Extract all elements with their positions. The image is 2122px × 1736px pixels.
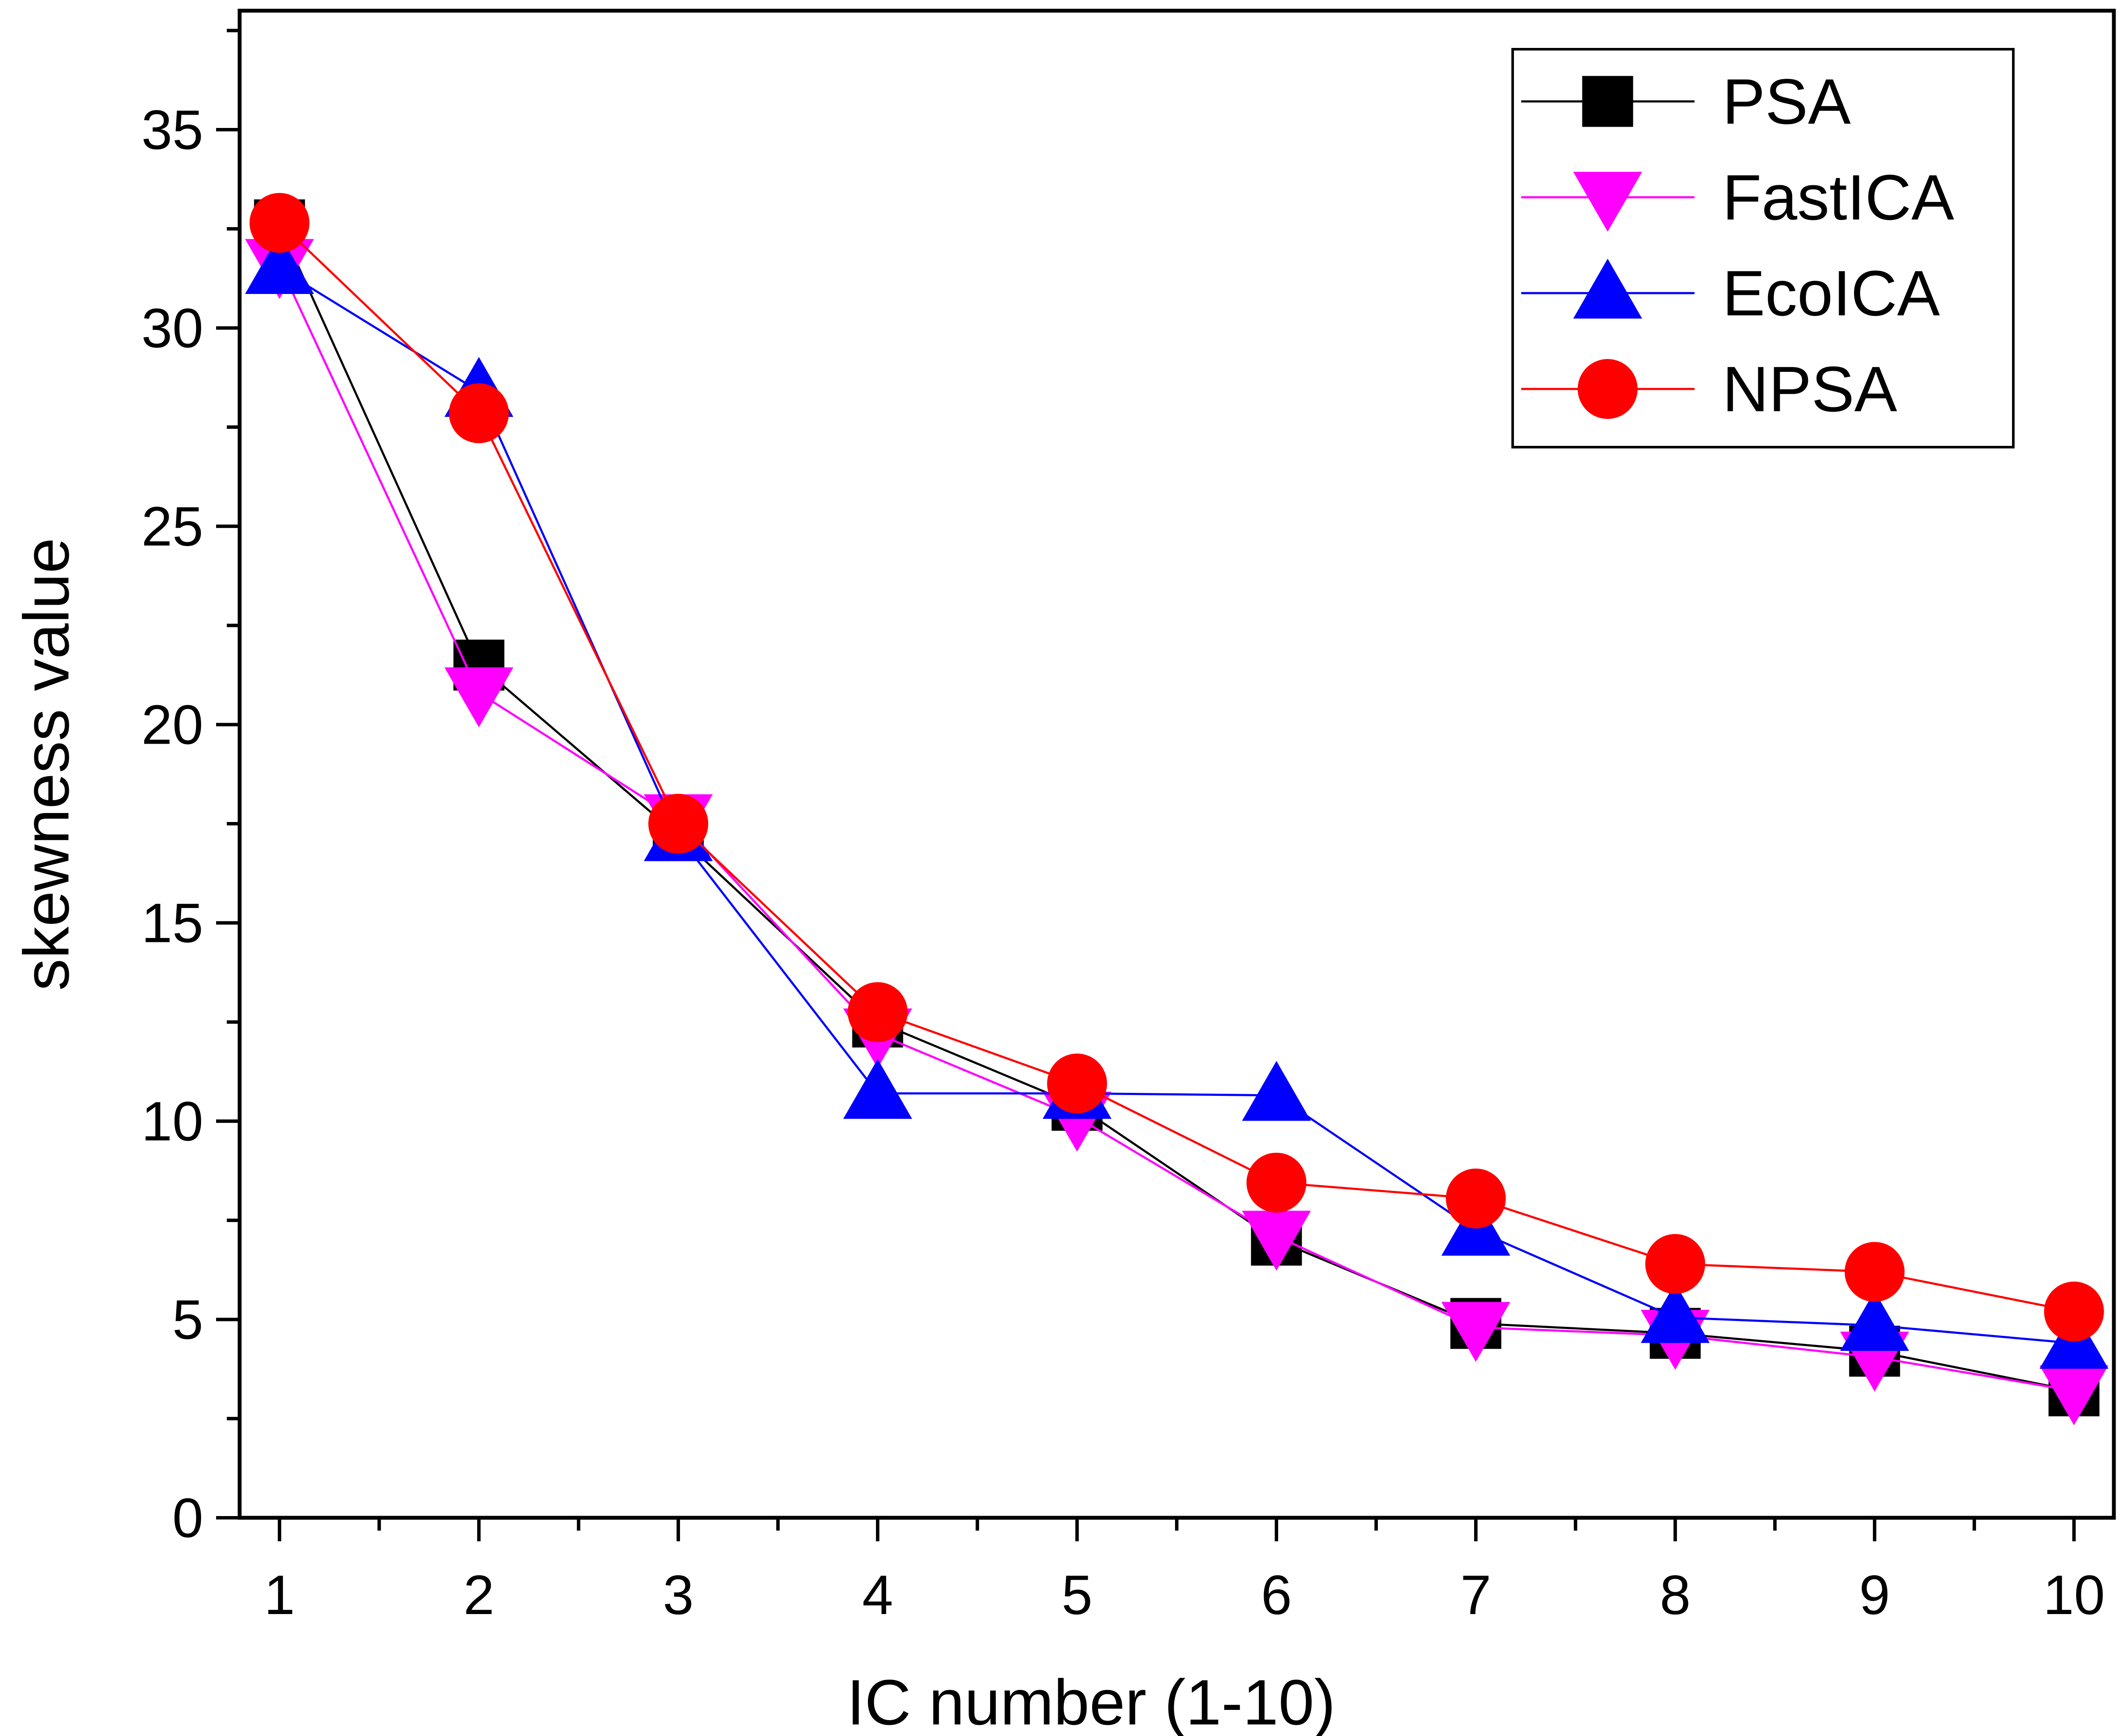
- x-tick-label: 4: [862, 1564, 893, 1626]
- axis-layer: 1 2 3 4 5 6 7 8 9 10 0 5 10 15 20 25 30 35: [141, 29, 2105, 1626]
- y-tick-label: 25: [141, 495, 203, 558]
- legend-label-npsa: NPSA: [1722, 353, 1897, 425]
- series-layer: [245, 193, 2109, 1425]
- y-tick-label: 10: [141, 1090, 203, 1152]
- y-tick-label: 30: [141, 297, 203, 359]
- ecoica-point: [1242, 1061, 1311, 1121]
- legend-marker-psa: [1582, 76, 1633, 127]
- npsa-point: [249, 193, 310, 253]
- npsa-point: [1047, 1053, 1107, 1114]
- npsa-point: [1445, 1168, 1506, 1229]
- x-tick-label: 5: [1062, 1564, 1092, 1626]
- fastica-point: [444, 667, 513, 727]
- npsa-point: [449, 383, 509, 443]
- x-tick-label: 9: [1859, 1564, 1890, 1626]
- npsa-point: [848, 982, 908, 1042]
- x-tick-label: 10: [2043, 1564, 2105, 1626]
- y-tick-label: 35: [141, 98, 203, 161]
- npsa-line: [279, 222, 2075, 1313]
- x-tick-label: 6: [1261, 1564, 1292, 1626]
- legend-label-psa: PSA: [1722, 65, 1851, 137]
- npsa-point: [1645, 1234, 1705, 1294]
- fastica-point: [1242, 1211, 1311, 1271]
- x-tick-label: 7: [1460, 1564, 1491, 1626]
- legend-marker-ecoica: [1573, 258, 1642, 319]
- legend-label-fastica: FastICA: [1722, 161, 1954, 233]
- legend-marker-fastica: [1573, 172, 1642, 232]
- npsa-point: [648, 794, 709, 854]
- ecoica-point: [843, 1059, 912, 1119]
- x-tick-label: 1: [264, 1564, 295, 1626]
- y-tick-label: 15: [141, 892, 203, 954]
- x-axis-label: IC number (1-10): [847, 1666, 1336, 1736]
- npsa-point: [1844, 1242, 1905, 1302]
- legend-marker-npsa: [1578, 359, 1638, 419]
- ecoica-point: [1840, 1291, 1909, 1351]
- x-tick-label: 2: [463, 1564, 494, 1626]
- y-tick-label: 5: [172, 1288, 203, 1351]
- y-tick-label: 0: [172, 1487, 203, 1549]
- ecoica-point: [245, 234, 314, 294]
- x-tick-label: 8: [1660, 1564, 1691, 1626]
- legend: PSA FastICA EcoICA NPSA: [1511, 48, 2015, 448]
- fastica-point: [2039, 1365, 2109, 1425]
- series-npsa: [249, 193, 2104, 1342]
- npsa-point: [2044, 1282, 2104, 1342]
- fastica-point: [1441, 1302, 1511, 1362]
- fastica-line: [278, 264, 2075, 1392]
- ecoica-point: [1641, 1283, 1710, 1343]
- y-tick-label: 20: [141, 693, 203, 756]
- ecoica-line: [279, 267, 2075, 1344]
- psa-line: [278, 224, 2075, 1392]
- legend-label-ecoica: EcoICA: [1722, 257, 1940, 329]
- x-tick-label: 3: [663, 1564, 694, 1626]
- y-axis-label: skewness value: [10, 538, 82, 991]
- npsa-point: [1246, 1152, 1306, 1213]
